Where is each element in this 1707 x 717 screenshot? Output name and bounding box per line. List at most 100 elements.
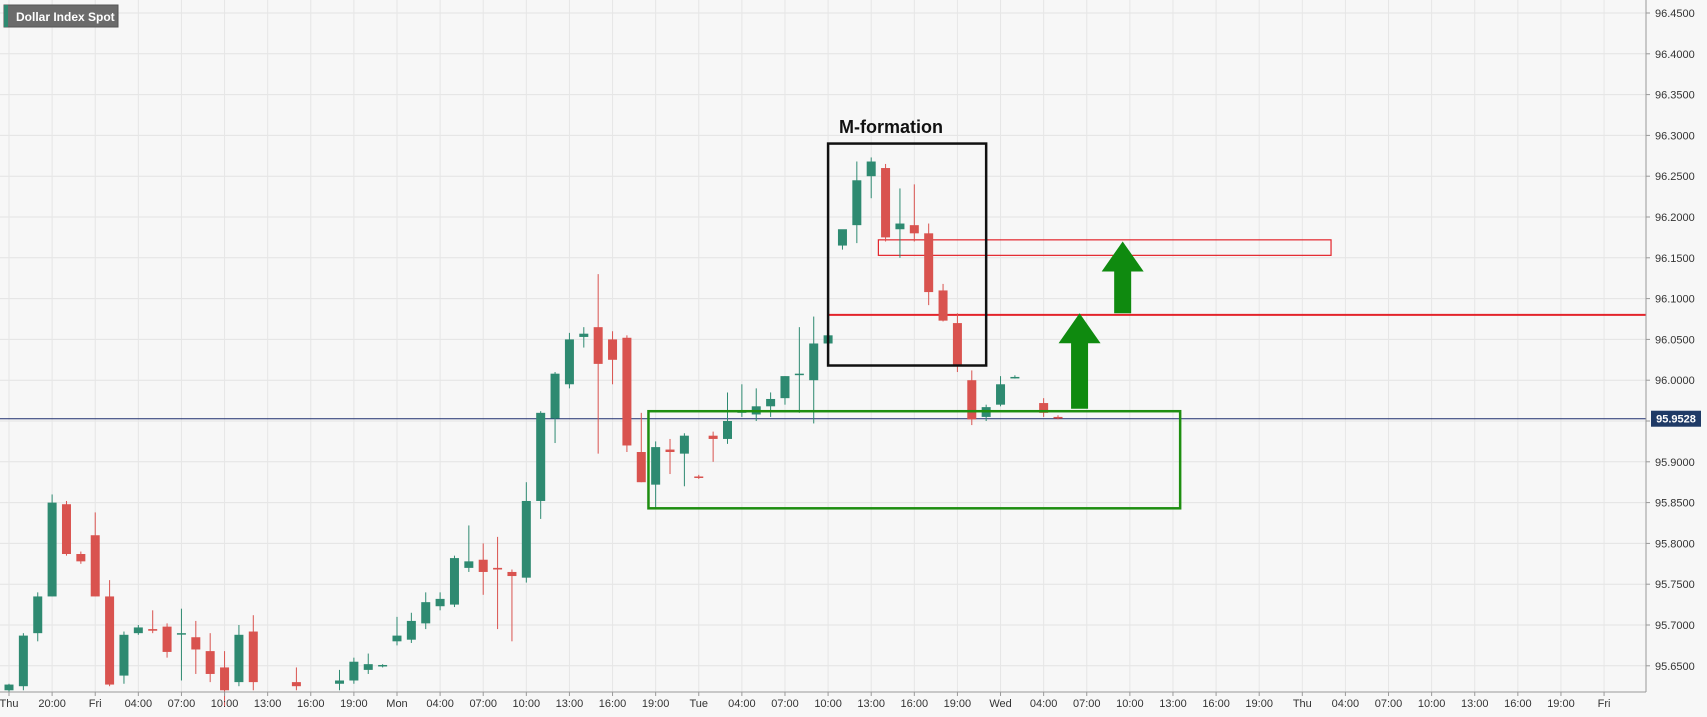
x-tick-label: 19:00 [1245, 698, 1273, 710]
candle [464, 525, 474, 572]
x-tick-label: 13:00 [254, 698, 282, 710]
candle-body [1053, 416, 1063, 419]
x-tick-label: Wed [989, 698, 1011, 710]
candle-body [521, 500, 531, 578]
candle [18, 633, 28, 691]
annotation-layer-back [0, 239, 1646, 420]
candle-body [895, 223, 905, 230]
candle [478, 543, 488, 595]
candle [349, 657, 359, 684]
candle [105, 580, 115, 687]
candle-body [248, 631, 258, 683]
candle [924, 223, 934, 306]
candle-body [191, 637, 201, 650]
candle-body [679, 435, 689, 454]
candle [536, 411, 546, 519]
candle-body [378, 664, 388, 667]
chart-title: Dollar Index Spot [16, 10, 115, 24]
x-tick-label: 04:00 [125, 698, 153, 710]
candle [133, 625, 143, 635]
candle [881, 163, 891, 242]
candle-body [794, 373, 804, 376]
candle [665, 438, 675, 475]
y-tick-label: 96.0000 [1655, 375, 1695, 387]
candle [809, 316, 819, 424]
candle [794, 327, 804, 413]
candle-body [766, 398, 776, 407]
candle [651, 441, 661, 510]
resistance-zone-box [877, 239, 1332, 256]
candle-body [162, 626, 172, 652]
candle-body [421, 602, 431, 624]
candle-body [809, 343, 819, 381]
candle [205, 633, 215, 683]
y-tick-label: 95.8000 [1655, 538, 1695, 550]
candle-body [651, 447, 661, 485]
candle-body [464, 561, 474, 568]
x-tick-label: Thu [0, 698, 18, 710]
up-arrow-icon [1101, 241, 1144, 314]
x-tick-label: 19:00 [944, 698, 972, 710]
x-tick-label: 19:00 [1547, 698, 1575, 710]
candle-body [435, 598, 445, 607]
candle-body [449, 558, 459, 605]
x-tick-label: 07:00 [168, 698, 196, 710]
candle-body [866, 161, 876, 177]
current-price-tag: 95.9528 [1651, 410, 1701, 427]
x-tick-label: 13:00 [556, 698, 584, 710]
candle-body [1039, 403, 1049, 413]
candle-body [694, 476, 704, 478]
y-tick-label: 96.2000 [1655, 212, 1695, 224]
candle-body [952, 323, 962, 367]
y-tick-label: 96.1000 [1655, 294, 1695, 306]
candle-body [708, 435, 718, 439]
candle [679, 433, 689, 487]
y-tick-label: 96.4500 [1655, 8, 1695, 20]
candle [119, 631, 129, 684]
title-badge: Dollar Index Spot [3, 4, 119, 28]
candle-body [363, 664, 373, 670]
y-tick-label: 96.3000 [1655, 130, 1695, 142]
x-tick-label: 07:00 [771, 698, 799, 710]
x-tick-label: 13:00 [857, 698, 885, 710]
x-tick-label: 10:00 [1116, 698, 1144, 710]
x-tick-label: 10:00 [814, 698, 842, 710]
candle [220, 651, 230, 707]
candle [636, 412, 646, 483]
candle [406, 612, 416, 643]
y-tick-label: 96.1500 [1655, 253, 1695, 265]
candle-body [780, 376, 790, 399]
candle-body [723, 421, 732, 439]
candle [866, 157, 876, 199]
candle-body [622, 337, 632, 446]
candle-body [392, 635, 402, 642]
candle-body [133, 627, 143, 634]
x-tick-label: 10:00 [513, 698, 541, 710]
x-tick-label: 04:00 [426, 698, 454, 710]
candle-body [335, 680, 345, 684]
candle [852, 161, 862, 244]
candle [550, 372, 560, 444]
candle-body [507, 571, 517, 577]
up-arrow-icon [1058, 313, 1101, 409]
x-tick-label: Tue [689, 698, 708, 710]
x-tick-label: 10:00 [211, 698, 239, 710]
candle [363, 653, 373, 674]
candle-body [593, 327, 603, 364]
x-tick-label: 07:00 [469, 698, 497, 710]
x-tick-label: 13:00 [1461, 698, 1489, 710]
candle-body [105, 596, 115, 685]
m-formation-box [826, 142, 988, 367]
candle-body [90, 535, 100, 597]
x-tick-label: Fri [1598, 698, 1611, 710]
candle-body [665, 449, 675, 453]
candle-body [234, 634, 244, 683]
candle [1039, 398, 1049, 417]
candle [1053, 415, 1063, 420]
candle [766, 392, 776, 417]
candle-body [119, 634, 129, 676]
candle [33, 592, 43, 642]
